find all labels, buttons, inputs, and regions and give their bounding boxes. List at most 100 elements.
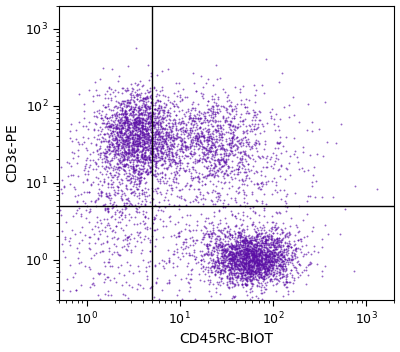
Point xyxy=(150,145,156,151)
Point xyxy=(234,266,241,271)
Point xyxy=(119,191,125,196)
Point xyxy=(134,146,141,152)
Point xyxy=(253,267,259,272)
Point xyxy=(222,159,229,165)
Point xyxy=(155,158,161,164)
Point xyxy=(236,159,242,164)
Point xyxy=(246,110,253,115)
Point xyxy=(256,259,262,265)
Point xyxy=(224,241,231,247)
Point xyxy=(186,144,193,149)
Point xyxy=(242,265,248,271)
Point xyxy=(125,164,132,170)
Point xyxy=(204,252,211,258)
Point xyxy=(130,137,137,143)
Point xyxy=(143,107,149,112)
Point xyxy=(121,163,128,169)
Point xyxy=(248,264,254,270)
Point xyxy=(138,152,145,158)
Point xyxy=(203,151,210,157)
Point xyxy=(263,271,270,276)
Point xyxy=(133,140,140,146)
Point xyxy=(114,190,121,196)
Point xyxy=(228,245,234,250)
Point xyxy=(251,262,258,267)
Point xyxy=(265,240,272,246)
Point xyxy=(136,107,143,113)
Point xyxy=(143,96,149,102)
Point xyxy=(269,241,275,247)
Point xyxy=(134,121,140,127)
Point xyxy=(143,128,150,133)
Point xyxy=(232,253,239,259)
Point xyxy=(258,272,264,277)
Point xyxy=(262,138,268,144)
Point xyxy=(261,263,268,269)
Point xyxy=(116,120,122,125)
Point xyxy=(216,260,222,265)
Point xyxy=(265,178,271,184)
Point xyxy=(246,278,253,284)
Point xyxy=(240,234,246,239)
Point xyxy=(210,152,216,157)
Point xyxy=(211,117,218,123)
Point xyxy=(288,267,294,273)
Point xyxy=(246,253,252,259)
Point xyxy=(268,238,275,243)
Point xyxy=(240,240,246,245)
Point xyxy=(252,252,259,258)
Point xyxy=(156,199,162,205)
Point xyxy=(244,254,250,259)
Point xyxy=(232,124,238,129)
Point xyxy=(121,163,128,169)
Point xyxy=(218,230,224,235)
Point xyxy=(158,103,164,109)
Point xyxy=(126,99,132,105)
Point xyxy=(218,267,224,273)
Point xyxy=(245,260,252,266)
Point xyxy=(121,121,128,126)
Point xyxy=(277,263,284,269)
Point xyxy=(115,190,121,196)
Point xyxy=(142,121,149,127)
Point xyxy=(267,261,273,266)
Point xyxy=(152,142,159,147)
Point xyxy=(166,156,173,162)
Point xyxy=(139,117,145,122)
Point xyxy=(221,255,228,260)
Point xyxy=(263,279,270,285)
Point xyxy=(248,285,254,290)
Point xyxy=(248,267,254,272)
Point xyxy=(252,252,258,258)
Point xyxy=(134,121,140,126)
Point xyxy=(124,143,131,149)
Point xyxy=(149,96,155,101)
Point xyxy=(206,135,212,140)
Point xyxy=(160,109,166,114)
Point xyxy=(217,156,224,162)
Point xyxy=(254,126,260,131)
Point xyxy=(68,121,75,127)
Point xyxy=(124,134,130,140)
Point xyxy=(282,226,288,231)
Point xyxy=(252,258,258,264)
Point xyxy=(245,266,251,271)
Point xyxy=(262,201,269,207)
Point xyxy=(289,257,295,263)
Point xyxy=(206,234,212,240)
Point xyxy=(258,230,264,235)
Point xyxy=(211,136,217,142)
Point xyxy=(215,169,221,174)
Point xyxy=(236,232,242,238)
Point xyxy=(189,140,196,146)
Point xyxy=(302,267,309,273)
Point xyxy=(215,157,222,163)
Point xyxy=(134,159,141,164)
Point xyxy=(226,118,233,123)
Point xyxy=(98,121,105,126)
Point xyxy=(258,248,265,254)
Point xyxy=(252,121,258,127)
Point xyxy=(158,133,164,139)
Point xyxy=(220,163,226,169)
Point xyxy=(240,264,247,269)
